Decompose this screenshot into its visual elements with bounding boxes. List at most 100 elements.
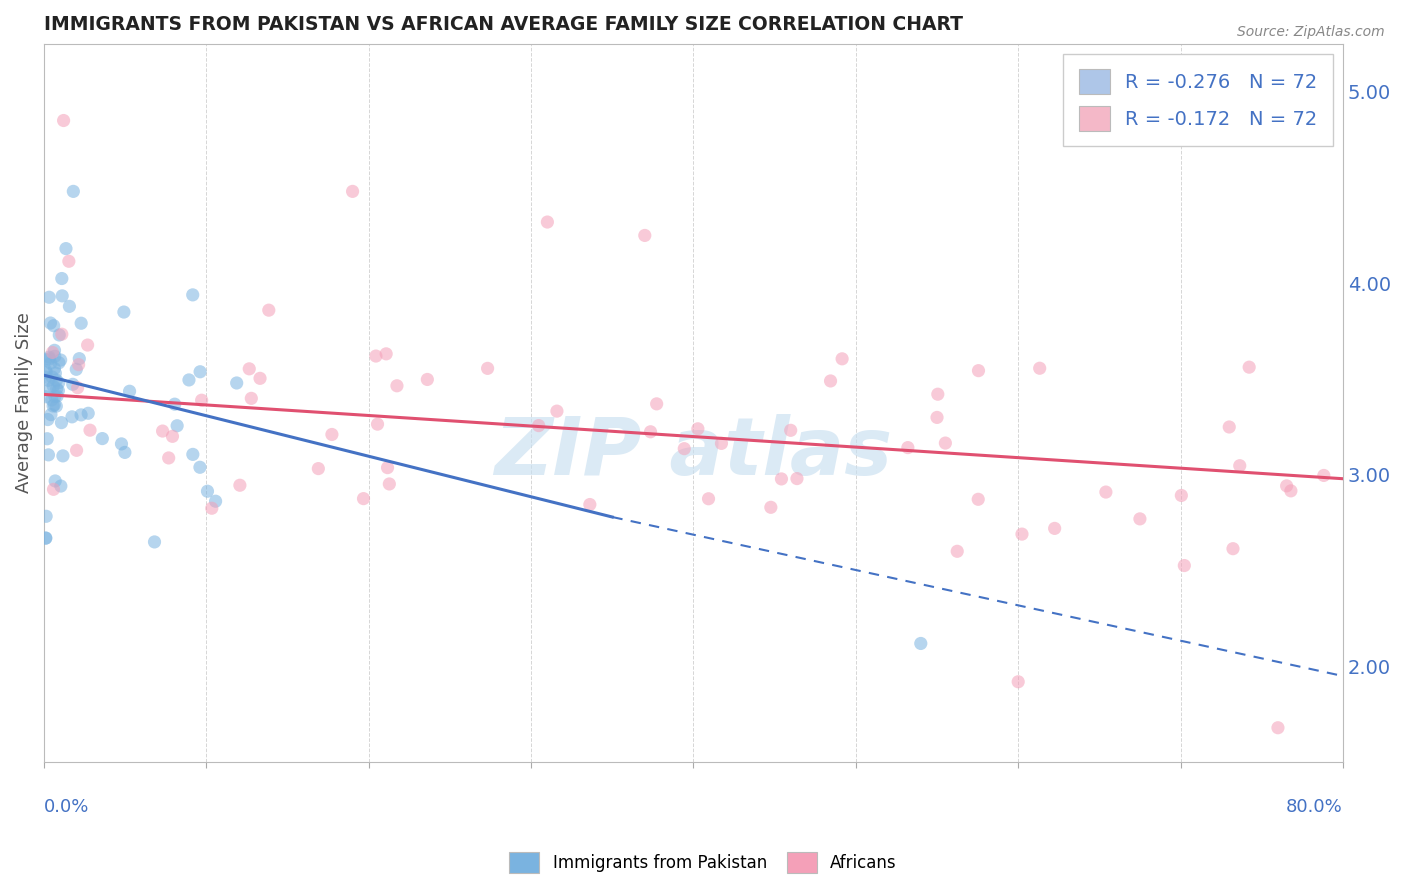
Point	[37, 412, 59, 426]
Legend: Immigrants from Pakistan, Africans: Immigrants from Pakistan, Africans	[502, 846, 904, 880]
Point	[364, 349, 387, 363]
Point	[44, 366, 66, 380]
Point	[645, 397, 668, 411]
Point	[46, 389, 69, 403]
Point	[58, 254, 80, 268]
Point	[201, 501, 224, 516]
Point	[820, 374, 842, 388]
Point	[181, 447, 204, 461]
Point	[44, 343, 66, 358]
Point	[197, 484, 219, 499]
Point	[385, 378, 408, 392]
Point	[527, 418, 550, 433]
Point	[1222, 541, 1244, 556]
Point	[44, 389, 66, 403]
Point	[946, 544, 969, 558]
Point	[897, 441, 920, 455]
Point	[35, 363, 58, 377]
Point	[1170, 488, 1192, 502]
Point	[44, 398, 66, 412]
Point	[177, 373, 200, 387]
Point	[45, 382, 67, 396]
Point	[321, 427, 343, 442]
Point	[38, 351, 60, 366]
Point	[1173, 558, 1195, 573]
Point	[110, 437, 132, 451]
Point	[45, 373, 67, 387]
Point	[249, 371, 271, 385]
Point	[353, 491, 375, 506]
Point	[51, 416, 73, 430]
Point	[257, 303, 280, 318]
Text: Source: ZipAtlas.com: Source: ZipAtlas.com	[1237, 25, 1385, 39]
Point	[634, 228, 657, 243]
Point	[770, 472, 793, 486]
Point	[51, 289, 73, 303]
Point	[1028, 361, 1050, 376]
Point	[157, 450, 180, 465]
Y-axis label: Average Family Size: Average Family Size	[15, 312, 32, 493]
Point	[225, 376, 247, 390]
Point	[238, 361, 260, 376]
Point	[910, 636, 932, 650]
Point	[112, 305, 135, 319]
Text: 80.0%: 80.0%	[1286, 798, 1343, 816]
Point	[118, 384, 141, 399]
Point	[42, 379, 65, 393]
Point	[52, 449, 75, 463]
Point	[375, 347, 398, 361]
Point	[1043, 521, 1066, 535]
Point	[35, 390, 58, 404]
Point	[673, 442, 696, 456]
Point	[416, 372, 439, 386]
Point	[48, 384, 70, 398]
Point	[70, 316, 93, 330]
Point	[1095, 485, 1118, 500]
Point	[204, 494, 226, 508]
Point	[48, 356, 70, 370]
Point	[710, 436, 733, 450]
Point	[1267, 721, 1289, 735]
Point	[58, 299, 80, 313]
Point	[39, 408, 62, 422]
Point	[38, 350, 60, 364]
Point	[181, 288, 204, 302]
Point	[934, 436, 956, 450]
Point	[51, 271, 73, 285]
Point	[697, 491, 720, 506]
Point	[41, 370, 63, 384]
Point	[79, 423, 101, 437]
Point	[49, 479, 72, 493]
Point	[66, 381, 89, 395]
Point	[377, 460, 399, 475]
Point	[44, 349, 66, 363]
Point	[162, 429, 184, 443]
Point	[49, 353, 72, 368]
Point	[188, 460, 211, 475]
Point	[786, 472, 808, 486]
Point	[967, 492, 990, 507]
Point	[67, 358, 90, 372]
Point	[190, 393, 212, 408]
Point	[1275, 479, 1298, 493]
Point	[342, 185, 364, 199]
Point	[927, 387, 949, 401]
Point	[188, 365, 211, 379]
Point	[1237, 360, 1260, 375]
Point	[35, 366, 58, 380]
Point	[65, 362, 87, 376]
Point	[536, 215, 558, 229]
Point	[42, 483, 65, 497]
Point	[831, 351, 853, 366]
Point	[65, 443, 87, 458]
Point	[91, 432, 114, 446]
Point	[35, 370, 58, 384]
Point	[41, 345, 63, 359]
Point	[546, 404, 568, 418]
Point	[1129, 512, 1152, 526]
Point	[925, 410, 948, 425]
Point	[41, 392, 63, 407]
Point	[35, 531, 58, 545]
Point	[45, 399, 67, 413]
Point	[378, 477, 401, 491]
